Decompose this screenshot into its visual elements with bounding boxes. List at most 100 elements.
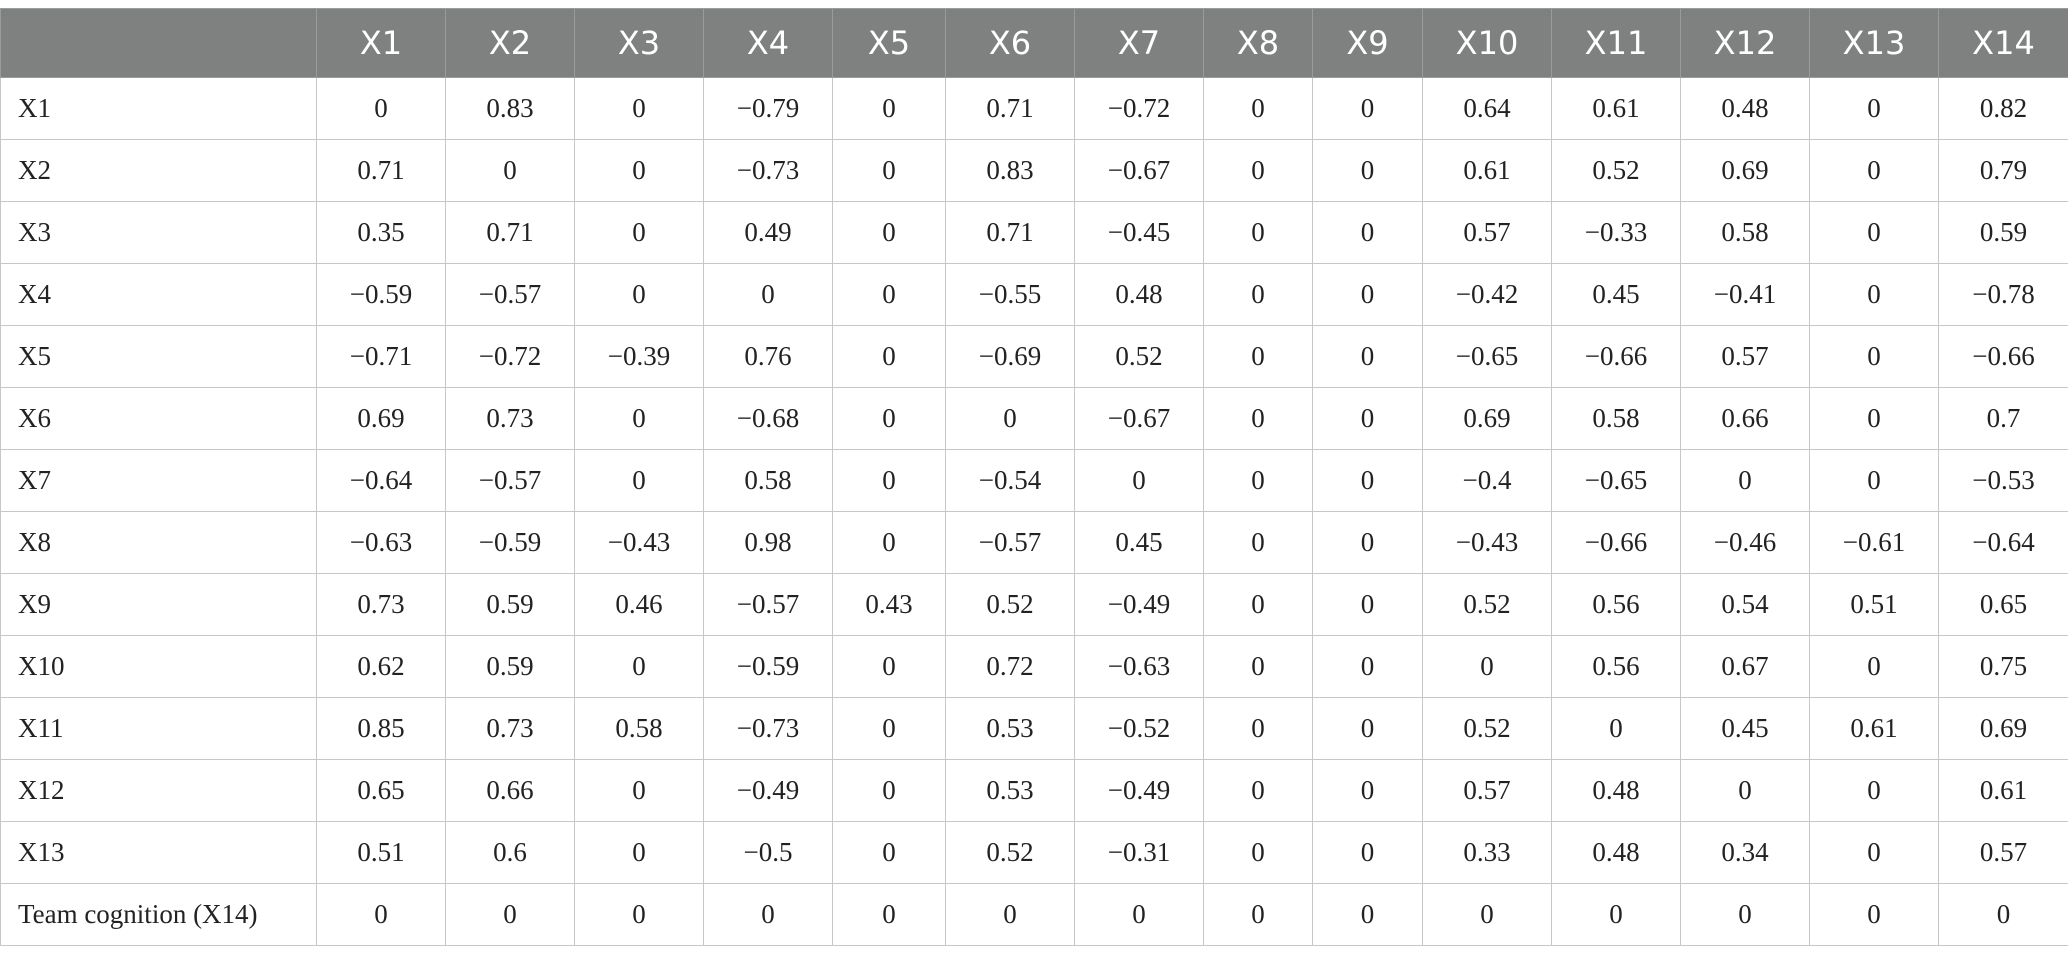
matrix-cell: 0.6 (445, 821, 575, 884)
matrix-cell: −0.31 (1074, 821, 1204, 884)
matrix-cell: 0 (832, 449, 946, 512)
matrix-cell: 0 (1312, 821, 1423, 884)
matrix-cell: 0.7 (1938, 387, 2068, 450)
matrix-cell: 0 (1203, 759, 1313, 822)
matrix-cell: 0 (1203, 325, 1313, 388)
matrix-cell: −0.57 (445, 263, 575, 326)
matrix-cell: −0.65 (1551, 449, 1681, 512)
matrix-cell: 0.73 (445, 697, 575, 760)
matrix-cell: 0.57 (1680, 325, 1810, 388)
matrix-cell: 0 (832, 759, 946, 822)
matrix-cell: 0 (574, 387, 704, 450)
matrix-cell: 0 (574, 139, 704, 202)
matrix-cell: 0 (574, 449, 704, 512)
matrix-cell: −0.54 (945, 449, 1075, 512)
matrix-cell: 0.52 (1422, 697, 1552, 760)
matrix-cell: 0 (832, 139, 946, 202)
matrix-cell: 0.66 (445, 759, 575, 822)
matrix-cell: 0.58 (703, 449, 833, 512)
matrix-cell: 0.79 (1938, 139, 2068, 202)
matrix-cell: −0.49 (1074, 759, 1204, 822)
matrix-cell: −0.45 (1074, 201, 1204, 264)
matrix-cell: 0 (1809, 139, 1939, 202)
column-header: X7 (1074, 8, 1204, 78)
matrix-cell: 0.48 (1074, 263, 1204, 326)
matrix-cell: 0 (1809, 325, 1939, 388)
matrix-cell: −0.71 (316, 325, 446, 388)
table-row: X11 0.85 0.73 0.58 −0.73 0 0.53 −0.52 0 0 0.52 0 0.4… (0, 697, 2068, 760)
matrix-cell: 0.52 (945, 821, 1075, 884)
matrix-cell: 0.34 (1680, 821, 1810, 884)
matrix-cell: 0 (316, 77, 446, 140)
matrix-cell: 0 (1312, 325, 1423, 388)
column-header: X2 (445, 8, 575, 78)
matrix-cell: 0 (1312, 759, 1423, 822)
matrix-cell: −0.78 (1938, 263, 2068, 326)
matrix-cell: 0 (1422, 635, 1552, 698)
matrix-cell: 0.62 (316, 635, 446, 698)
column-header: X5 (832, 8, 946, 78)
table-row: X5 −0.71 −0.72 −0.39 0.76 0 −0.69 0.52 0 0 −0.65 −0… (0, 325, 2068, 388)
matrix-cell: 0 (574, 821, 704, 884)
table-row: X7 −0.64 −0.57 0 0.58 0 −0.54 0 0 0 −0.4 −0.65 0 0 −0.… (0, 449, 2068, 512)
matrix-cell: −0.33 (1551, 201, 1681, 264)
matrix-cell: −0.5 (703, 821, 833, 884)
header-row: X1 X2 X3 X4 X5 X6 X7 X8 X9 X10 X11 X12 X… (0, 8, 2068, 78)
column-header: X8 (1203, 8, 1313, 78)
row-label: X9 (0, 573, 317, 636)
column-header: X6 (945, 8, 1075, 78)
matrix-cell: 0 (832, 201, 946, 264)
matrix-cell: 0 (574, 635, 704, 698)
matrix-cell: 0 (1809, 449, 1939, 512)
table-row: X3 0.35 0.71 0 0.49 0 0.71 −0.45 0 0 0.57 −0.33 0.58… (0, 201, 2068, 264)
matrix-cell: 0.71 (945, 201, 1075, 264)
matrix-cell: 0 (1203, 821, 1313, 884)
matrix-cell: 0.98 (703, 511, 833, 574)
matrix-cell: 0.45 (1074, 511, 1204, 574)
matrix-cell: 0 (1203, 139, 1313, 202)
matrix-cell: 0 (832, 263, 946, 326)
table-row: X6 0.69 0.73 0 −0.68 0 0 −0.67 0 0 0.69 0.58 0.66 0 0.… (0, 387, 2068, 450)
matrix-cell: 0 (1809, 759, 1939, 822)
matrix-cell: 0.56 (1551, 635, 1681, 698)
matrix-cell: 0.85 (316, 697, 446, 760)
matrix-cell: −0.57 (445, 449, 575, 512)
matrix-cell: 0 (832, 387, 946, 450)
matrix-cell: −0.59 (316, 263, 446, 326)
table-row: Team cognition (X14) 0 0 0 0 0 0 0 0 0 0 0 0 0 0 (0, 883, 2068, 946)
column-header: X9 (1312, 8, 1423, 78)
matrix-cell: 0.54 (1680, 573, 1810, 636)
matrix-cell: 0.61 (1551, 77, 1681, 140)
matrix-cell: 0.71 (445, 201, 575, 264)
matrix-cell: 0 (574, 77, 704, 140)
table-row: X10 0.62 0.59 0 −0.59 0 0.72 −0.63 0 0 0 0.56 0.67 0 0… (0, 635, 2068, 698)
matrix-cell: 0 (1074, 449, 1204, 512)
matrix-cell: 0 (832, 697, 946, 760)
matrix-cell: −0.64 (1938, 511, 2068, 574)
matrix-cell: 0.52 (1551, 139, 1681, 202)
matrix-cell: −0.72 (1074, 77, 1204, 140)
column-header: X14 (1938, 8, 2068, 78)
row-label: X10 (0, 635, 317, 698)
matrix-cell: 0.72 (945, 635, 1075, 698)
matrix-cell: 0.57 (1938, 821, 2068, 884)
matrix-cell: 0 (1422, 883, 1552, 946)
matrix-cell: −0.53 (1938, 449, 2068, 512)
matrix-cell: 0.75 (1938, 635, 2068, 698)
matrix-cell: 0 (1203, 449, 1313, 512)
matrix-cell: −0.46 (1680, 511, 1810, 574)
matrix-cell: 0 (1312, 635, 1423, 698)
matrix-cell: 0 (1809, 263, 1939, 326)
matrix-cell: 0.76 (703, 325, 833, 388)
matrix-cell: −0.59 (703, 635, 833, 698)
matrix-cell: −0.61 (1809, 511, 1939, 574)
matrix-cell: 0.71 (945, 77, 1075, 140)
matrix-cell: 0.35 (316, 201, 446, 264)
matrix-cell: 0.73 (316, 573, 446, 636)
column-header: X3 (574, 8, 704, 78)
matrix-cell: 0 (1203, 635, 1313, 698)
table-row: X9 0.73 0.59 0.46 −0.57 0.43 0.52 −0.49 0 0 0.52 0.… (0, 573, 2068, 636)
matrix-cell: 0 (1809, 387, 1939, 450)
matrix-cell: −0.66 (1938, 325, 2068, 388)
matrix-cell: 0 (445, 883, 575, 946)
